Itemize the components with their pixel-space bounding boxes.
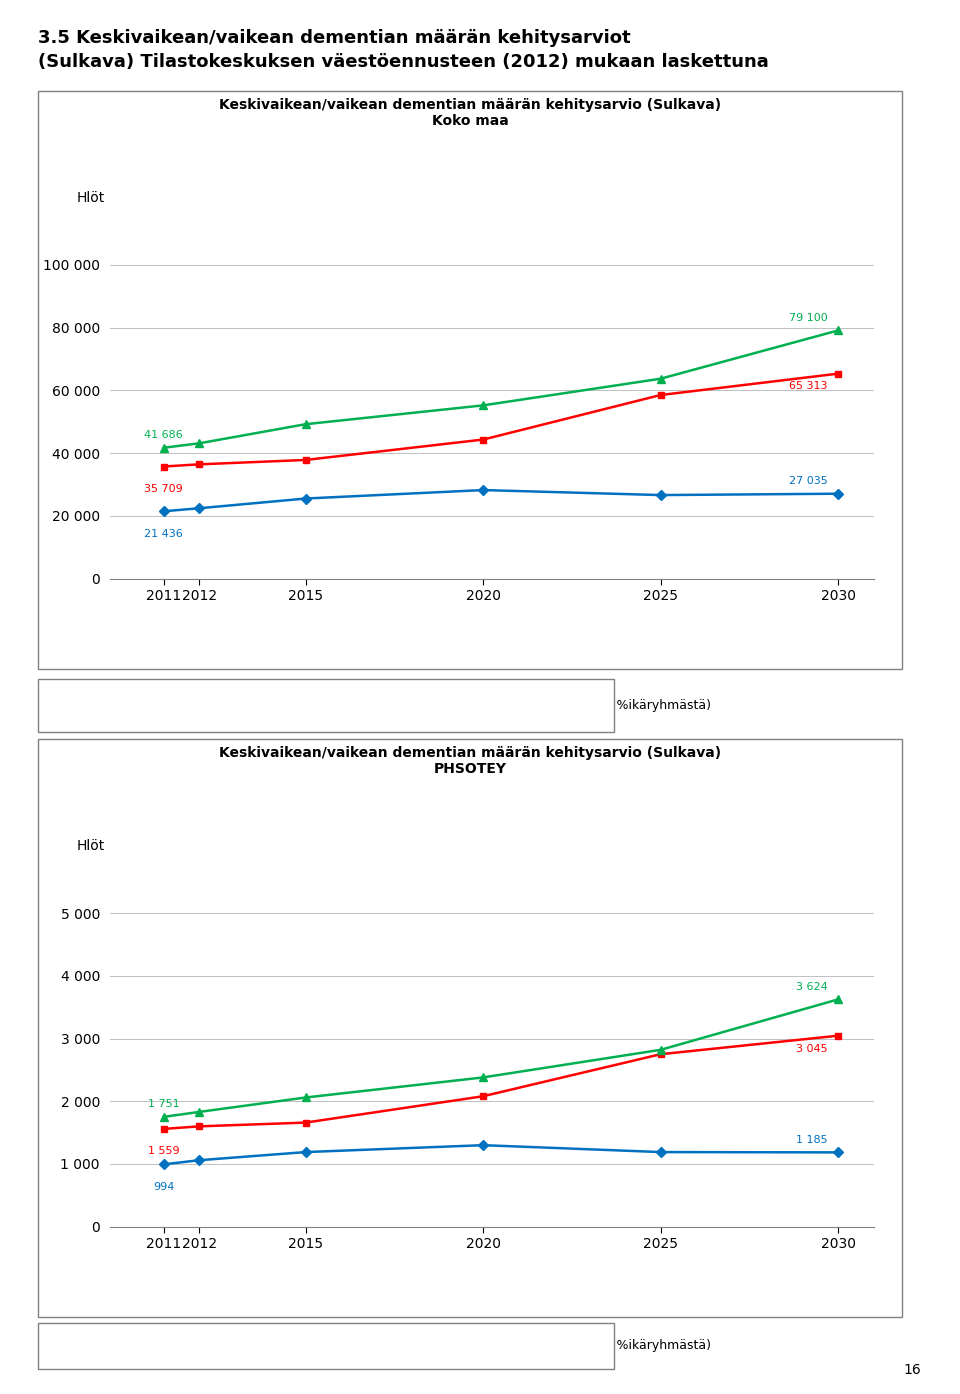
Text: 3.5 Keskivaikean/vaikean dementian määrän kehitysarviot: 3.5 Keskivaikean/vaikean dementian määrä… <box>38 29 631 47</box>
Text: 1 559: 1 559 <box>148 1146 180 1156</box>
Text: 1 185: 1 185 <box>796 1135 828 1144</box>
Text: Keskivaikean/vaikean dementian määrän kehitysarvio (Sulkava)
Koko maa: Keskivaikean/vaikean dementian määrän ke… <box>219 98 722 128</box>
Text: 3 624: 3 624 <box>796 981 828 991</box>
Legend: 65-74 v (4 %ikäryhmästä), 75-84 v (11 %ikäryhmästä), yli 85 v (35 %ikäryhmästä): 65-74 v (4 %ikäryhmästä), 75-84 v (11 %i… <box>55 694 716 717</box>
Text: 27 035: 27 035 <box>789 475 828 487</box>
Text: 79 100: 79 100 <box>789 312 828 322</box>
Text: 994: 994 <box>153 1182 175 1192</box>
Text: (Sulkava) Tilastokeskuksen väestöennusteen (2012) mukaan laskettuna: (Sulkava) Tilastokeskuksen väestöennuste… <box>38 53 769 71</box>
Text: Hlöt: Hlöt <box>77 191 105 205</box>
Text: 1 751: 1 751 <box>148 1098 180 1110</box>
Text: 3 045: 3 045 <box>796 1044 828 1054</box>
Text: 21 436: 21 436 <box>144 528 183 538</box>
Legend: 65-74 v (4 %ikäryhmästä), 75-84 v (11 %ikäryhmästä), yli 85 v (35 %ikäryhmästä): 65-74 v (4 %ikäryhmästä), 75-84 v (11 %i… <box>55 1334 716 1358</box>
Text: 16: 16 <box>904 1363 922 1377</box>
Text: 35 709: 35 709 <box>144 484 183 493</box>
Text: Keskivaikean/vaikean dementian määrän kehitysarvio (Sulkava)
PHSOTEY: Keskivaikean/vaikean dementian määrän ke… <box>219 746 722 776</box>
Text: Hlöt: Hlöt <box>77 839 105 853</box>
Text: 65 313: 65 313 <box>789 382 828 392</box>
Text: 41 686: 41 686 <box>144 429 183 441</box>
